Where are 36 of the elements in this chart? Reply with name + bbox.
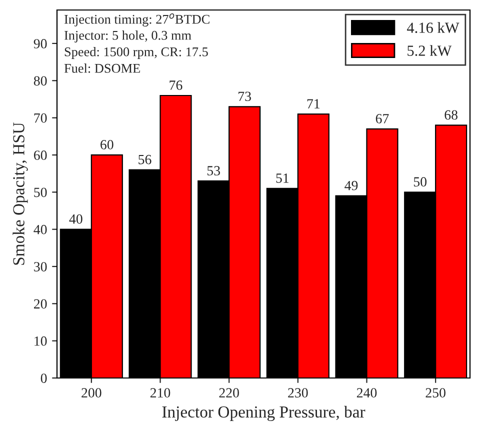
data-label: 73	[238, 92, 251, 102]
y-tick-label: 0	[40, 374, 47, 383]
data-label: 68	[444, 110, 458, 120]
data-label: 50	[414, 177, 427, 187]
x-tick-label: 200	[82, 388, 102, 398]
annotation: Injection timing: 27$^{o}$BTDC	[64, 13, 210, 26]
y-tick-label: 40	[34, 224, 47, 234]
data-label: 67	[376, 114, 389, 124]
legend-label: 4.16 kW	[406, 22, 460, 33]
y-tick-label: 10	[34, 336, 47, 346]
x-tick-label: 220	[219, 388, 239, 398]
data-label: 40	[69, 214, 82, 224]
y-axis-title: Smoke Opacity, HSU	[12, 122, 28, 265]
y-tick-label: 30	[34, 262, 47, 272]
y-tick-label: 70	[34, 113, 47, 123]
x-tick-label: 210	[150, 388, 170, 398]
data-label: 53	[207, 166, 220, 176]
annotation: Fuel: DSOME	[64, 64, 140, 73]
data-label: 71	[307, 99, 320, 108]
data-label: 56	[138, 154, 152, 164]
x-tick-label: 230	[288, 388, 308, 398]
y-tick-label: 80	[34, 76, 47, 86]
y-tick-label: 50	[34, 188, 47, 198]
y-tick-label: 60	[34, 150, 47, 160]
legend-label: 5.2 kW	[408, 45, 452, 56]
data-label: 76	[170, 80, 182, 90]
y-tick-label: 20	[34, 299, 47, 309]
data-label: 49	[344, 180, 358, 190]
x-axis-title: Injector Opening Pressure, bar	[162, 406, 366, 422]
y-tick-label: 90	[34, 39, 47, 48]
annotation: Injector: 5 hole, 0.3 mm	[64, 30, 192, 42]
x-tick-label: 250	[426, 388, 446, 398]
data-label: 60	[100, 140, 114, 150]
data-label: 51	[276, 174, 289, 183]
annotation: Speed: 1500 rpm, CR: 17.5	[64, 47, 208, 59]
x-tick-label: 240	[356, 388, 377, 398]
